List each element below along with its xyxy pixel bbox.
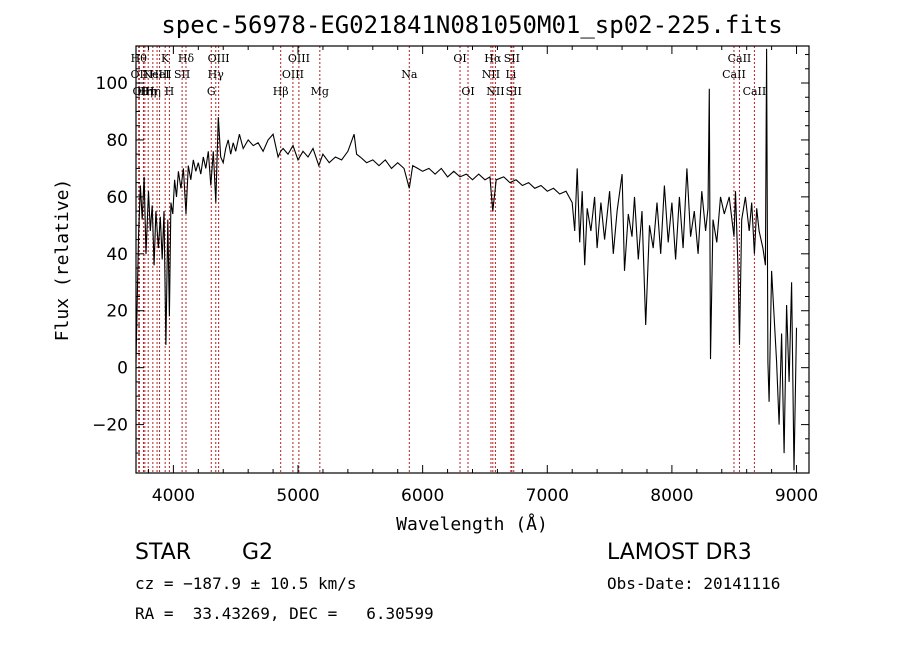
plot-frame bbox=[135, 45, 810, 474]
y-tick-label: 80 bbox=[106, 131, 128, 151]
spectrum-line bbox=[135, 48, 798, 471]
spectral-line-markers bbox=[138, 46, 755, 473]
spectral-line-label: Hγ bbox=[208, 68, 225, 81]
observation-date: Obs-Date: 20141116 bbox=[607, 574, 781, 593]
y-tick-label: 40 bbox=[106, 245, 128, 265]
spectral-line-label: OIII bbox=[288, 52, 310, 65]
spectral-line-label: Hη bbox=[140, 85, 156, 98]
spectral-line-label: NII bbox=[482, 68, 500, 81]
spectral-line-label: Hβ bbox=[273, 85, 289, 98]
y-axis: −20 0 20 40 60 80 100 bbox=[92, 54, 809, 454]
spectral-line-label: Hη bbox=[145, 85, 161, 98]
spectral-line-label: Hα bbox=[484, 52, 502, 65]
object-class: STAR bbox=[135, 540, 192, 565]
spectral-line-label: OI bbox=[453, 52, 466, 65]
spectral-line-label: OIII bbox=[208, 52, 230, 65]
spectral-line-label: OII bbox=[131, 68, 149, 81]
y-tick-label: −20 bbox=[92, 416, 128, 436]
spectral-line-label: G bbox=[207, 85, 216, 98]
spectral-line-label: K bbox=[161, 52, 170, 65]
x-tick-label: 6000 bbox=[401, 486, 444, 506]
spectral-line-label: CaII bbox=[743, 85, 767, 98]
spectral-line-label: OIII bbox=[132, 85, 154, 98]
spectral-line-label: OI bbox=[461, 85, 474, 98]
spectral-line-label: Mg bbox=[311, 85, 329, 98]
spectral-line-label: Li bbox=[505, 68, 516, 81]
spectral-line-label: SII bbox=[174, 68, 190, 81]
spectral-line-label: NeIII bbox=[142, 68, 171, 81]
y-tick-label: 0 bbox=[117, 359, 128, 379]
redshift-velocity: cz = −187.9 ± 10.5 km/s bbox=[135, 574, 357, 593]
spectral-line-label: CaII bbox=[722, 68, 746, 81]
spectral-line-label: SII bbox=[504, 52, 520, 65]
survey-name: LAMOST DR3 bbox=[607, 540, 752, 565]
spectral-line-label: Hθ bbox=[131, 52, 148, 65]
object-subclass: G2 bbox=[242, 540, 274, 565]
y-tick-label: 60 bbox=[106, 188, 128, 208]
y-tick-label: 20 bbox=[106, 302, 128, 322]
x-axis: 4000 5000 6000 7000 8000 9000 bbox=[147, 46, 818, 506]
spectral-line-label: Na bbox=[401, 68, 418, 81]
spectral-line-labels: HθOIIOIIIHηHηHηNeIIIHeIKHSIIHδGHγOIIIHβO… bbox=[131, 52, 767, 98]
x-axis-label: Wavelength (Å) bbox=[396, 513, 548, 535]
spectral-line-label: CaII bbox=[728, 52, 752, 65]
spectral-line-label: OIII bbox=[282, 68, 304, 81]
y-tick-label: 100 bbox=[96, 74, 128, 94]
spectral-line-label: Hη bbox=[137, 85, 153, 98]
coordinates: RA = 33.43269, DEC = 6.30599 bbox=[135, 604, 434, 623]
x-tick-label: 8000 bbox=[650, 486, 693, 506]
spectral-line-label: HeI bbox=[149, 68, 169, 81]
x-tick-label: 4000 bbox=[152, 486, 195, 506]
chart-title: spec-56978-EG021841N081050M01_sp02-225.f… bbox=[161, 11, 782, 39]
x-tick-label: 9000 bbox=[775, 486, 818, 506]
spectral-line-label: SII bbox=[506, 85, 522, 98]
y-axis-label: Flux (relative) bbox=[52, 179, 73, 342]
spectral-line-label: NII bbox=[486, 85, 504, 98]
x-tick-label: 5000 bbox=[276, 486, 319, 506]
x-tick-label: 7000 bbox=[526, 486, 569, 506]
spectral-line-label: H bbox=[165, 85, 175, 98]
spectral-line-label: Hδ bbox=[178, 52, 195, 65]
